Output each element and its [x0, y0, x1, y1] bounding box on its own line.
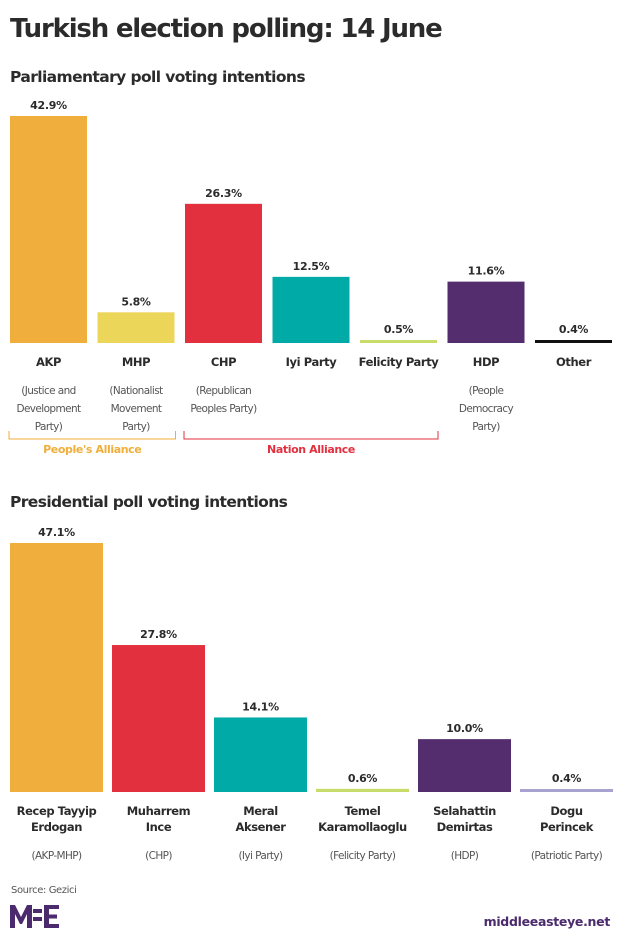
category-description: Peoples Party)	[190, 403, 257, 415]
mee-logo-icon	[10, 905, 59, 928]
category-description: (Patriotic Party)	[531, 850, 603, 862]
page-title: Turkish election polling: 14 June	[10, 14, 443, 44]
bar	[520, 789, 613, 792]
data-label: 42.9%	[30, 99, 67, 112]
category-description: (Republican	[196, 385, 251, 397]
bar	[185, 203, 262, 343]
category-description: (People	[469, 385, 504, 397]
data-label: 27.8%	[140, 628, 177, 641]
category-description: Party)	[35, 421, 63, 433]
category-label: Felicity Party	[359, 355, 440, 369]
category-description: (Felicity Party)	[330, 850, 396, 862]
data-label: 5.8%	[121, 295, 151, 308]
site-link[interactable]: middleeasteye.net	[483, 914, 611, 929]
group-label: People's Alliance	[43, 443, 141, 456]
data-label: 14.1%	[242, 700, 279, 713]
category-label: Iyi Party	[286, 355, 338, 369]
category-description: Party)	[122, 421, 150, 433]
category-label: CHP	[211, 355, 236, 369]
category-label: Meral	[243, 804, 278, 818]
bar	[360, 340, 437, 343]
data-label: 10.0%	[446, 722, 483, 735]
category-description: Party)	[472, 421, 500, 433]
bar	[112, 645, 205, 792]
mee-logo[interactable]	[10, 903, 70, 933]
data-label: 0.6%	[348, 772, 378, 785]
category-description: (CHP)	[145, 850, 172, 862]
category-label: Perincek	[540, 820, 594, 834]
data-label: 0.4%	[559, 323, 589, 336]
category-description: (Nationalist	[109, 385, 163, 397]
data-label: 47.1%	[38, 526, 75, 539]
group-bracket	[8, 431, 176, 440]
category-label: Karamollaoglu	[318, 820, 407, 834]
presidential-chart-title: Presidential poll voting intentions	[10, 493, 288, 511]
category-label: Aksener	[235, 820, 286, 834]
category-label: HDP	[473, 355, 499, 369]
category-label: Other	[556, 355, 592, 369]
category-label: Muharrem	[127, 804, 191, 818]
data-label: 0.4%	[552, 772, 582, 785]
category-description: (Iyi Party)	[238, 850, 283, 862]
category-label: Dogu	[550, 804, 582, 818]
group-label: Nation Alliance	[267, 443, 355, 456]
bar	[97, 312, 175, 343]
source-note: Source: Gezici	[11, 885, 77, 896]
bar	[10, 543, 103, 792]
data-label: 0.5%	[384, 323, 414, 336]
parliamentary-chart: 42.9% AKP (Justice and Development Party) 5.8…	[8, 99, 612, 456]
category-description: (Justice and	[21, 385, 75, 397]
category-label: Demirtas	[437, 820, 493, 834]
category-label: Temel	[345, 804, 381, 818]
presidential-chart: 47.1% Recep Tayyip Erdogan (AKP-MHP) 27.8% Mu…	[10, 526, 613, 862]
category-description: (AKP-MHP)	[31, 850, 82, 862]
bar	[418, 739, 511, 792]
bar	[10, 116, 87, 343]
category-label: MHP	[122, 355, 150, 369]
bar	[535, 340, 612, 343]
data-label: 11.6%	[468, 265, 505, 278]
bar	[447, 281, 525, 343]
category-label: Ince	[146, 820, 172, 834]
category-description: Democracy	[459, 403, 514, 415]
data-label: 26.3%	[205, 187, 242, 200]
bar	[272, 276, 350, 343]
parliamentary-chart-title: Parliamentary poll voting intentions	[10, 68, 306, 86]
category-description: Movement	[111, 403, 162, 415]
category-label: Erdogan	[31, 820, 82, 834]
category-description: Development	[16, 403, 81, 415]
bar	[316, 788, 409, 792]
group-bracket	[183, 431, 439, 440]
category-label: AKP	[36, 355, 61, 369]
category-label: Recep Tayyip	[17, 804, 97, 818]
data-label: 12.5%	[293, 260, 330, 273]
bar	[214, 717, 307, 792]
category-label: Selahattin	[433, 804, 496, 818]
category-description: (HDP)	[451, 850, 479, 862]
